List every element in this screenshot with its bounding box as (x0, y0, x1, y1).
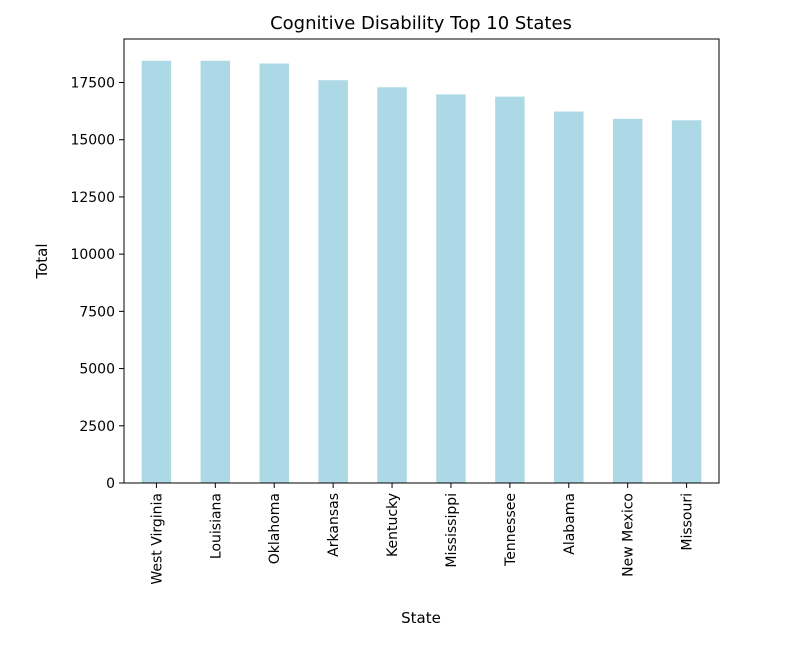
y-axis-ticks: 0 2500 5000 7500 10000 12500 15000 17500 (70, 75, 124, 492)
x-axis-ticks: West Virginia Louisiana Oklahoma Arkansas Ke… (149, 483, 696, 585)
bar (200, 60, 231, 484)
plot-frame (123, 38, 720, 484)
x-tick-label: West Virginia (149, 493, 165, 585)
y-tick-label: 17500 (70, 75, 115, 91)
x-axis-label: State (401, 609, 441, 627)
bar (671, 120, 702, 483)
bar (436, 94, 466, 483)
y-tick-label: 0 (106, 476, 115, 492)
x-tick-label: Arkansas (326, 493, 342, 557)
bar (612, 118, 643, 484)
bar (495, 96, 525, 484)
bar (259, 63, 289, 484)
x-tick-label: New Mexico (621, 493, 637, 577)
bar (377, 87, 407, 483)
chart-title: Cognitive Disability Top 10 States (270, 13, 572, 34)
y-tick-label: 10000 (70, 247, 115, 263)
bar (141, 60, 172, 484)
x-tick-label: Mississippi (444, 493, 460, 568)
x-tick-label: Tennessee (503, 493, 519, 567)
y-tick-label: 15000 (70, 133, 115, 149)
x-tick-label: Missouri (680, 493, 696, 551)
x-tick-label: Oklahoma (267, 493, 283, 564)
y-tick-label: 7500 (79, 304, 115, 320)
x-tick-label: Louisiana (208, 493, 224, 559)
bars-layer (141, 60, 702, 484)
x-tick-label: Kentucky (385, 493, 401, 557)
x-tick-label: Alabama (562, 493, 578, 555)
y-tick-label: 12500 (70, 190, 115, 206)
y-tick-label: 2500 (79, 419, 115, 435)
y-axis-label: Total (33, 243, 51, 279)
bar (554, 111, 584, 484)
bar (318, 80, 348, 483)
y-tick-label: 5000 (79, 362, 115, 378)
